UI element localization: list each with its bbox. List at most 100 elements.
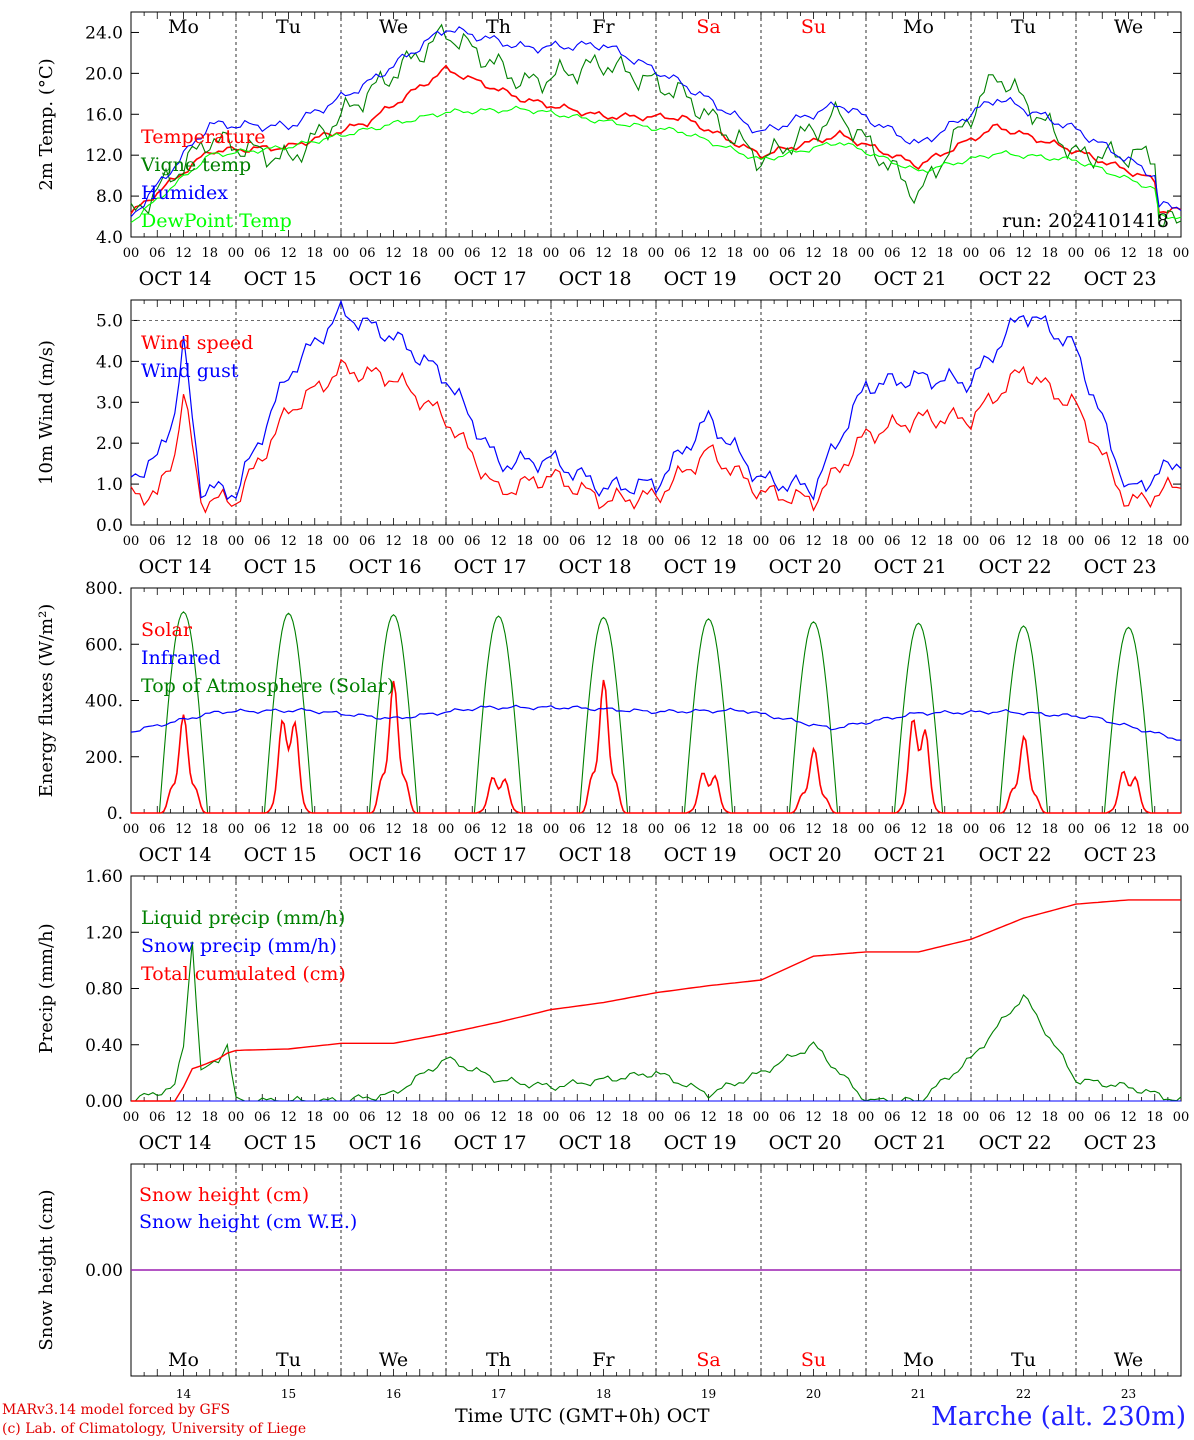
x-date-label: OCT 22 (979, 1132, 1052, 1154)
x-hour-tick-label: 00 (1173, 822, 1190, 837)
x-date-label: OCT 23 (1084, 268, 1157, 290)
x-hour-tick-label: 00 (963, 822, 980, 837)
legend-dewpoint-temp: DewPoint Temp (141, 210, 292, 232)
y-tick-label: 0.00 (85, 1261, 123, 1281)
x-hour-tick-label: 00 (123, 822, 140, 837)
x-hour-tick-label: 12 (280, 534, 297, 549)
y-axis-label: 2m Temp. (°C) (36, 58, 57, 190)
x-hour-tick-label: 18 (1146, 822, 1163, 837)
x-hour-tick-label: 06 (569, 822, 586, 837)
x-hour-tick-label: 18 (1146, 534, 1163, 549)
x-hour-tick-label: 12 (910, 822, 927, 837)
weekday-label: Tu (1011, 1349, 1036, 1371)
x-hour-tick-label: 06 (254, 246, 271, 261)
x-hour-tick-label: 06 (884, 246, 901, 261)
x-hour-tick-label: 12 (910, 246, 927, 261)
x-hour-tick-label: 06 (779, 246, 796, 261)
x-hour-tick-label: 00 (438, 1110, 455, 1125)
x-date-label: OCT 20 (769, 556, 842, 578)
weekday-label: Sa (696, 1349, 720, 1371)
x-hour-tick-label: 00 (333, 1110, 350, 1125)
x-hour-tick-label: 06 (149, 534, 166, 549)
x-hour-tick-label: 18 (936, 1110, 953, 1125)
x-hour-tick-label: 06 (149, 822, 166, 837)
x-hour-tick-label: 06 (149, 246, 166, 261)
lab-credit: (c) Lab. of Climatology, University of L… (2, 1421, 307, 1437)
x-hour-tick-label: 18 (726, 246, 743, 261)
x-hour-tick-label: 12 (1015, 1110, 1032, 1125)
weekday-label: We (1114, 16, 1143, 38)
x-hour-tick-label: 18 (306, 1110, 323, 1125)
x-date-label: OCT 19 (664, 556, 737, 578)
weekday-label: Fr (592, 1349, 615, 1371)
y-axis-label: Snow height (cm) (36, 1189, 57, 1350)
x-hour-tick-label: 18 (516, 246, 533, 261)
legend-wind-gust: Wind gust (141, 360, 239, 382)
x-hour-tick-label: 12 (700, 534, 717, 549)
series-line-wind-speed (130, 358, 1182, 514)
y-tick-label: 5.0 (96, 311, 123, 331)
x-hour-tick-label: 12 (385, 1110, 402, 1125)
x-hour-tick-label: 12 (175, 534, 192, 549)
x-hour-tick-label: 18 (831, 534, 848, 549)
x-hour-tick-label: 18 (516, 1110, 533, 1125)
y-tick-label: 4.0 (96, 228, 123, 248)
x-hour-tick-label: 06 (1094, 822, 1111, 837)
x-hour-tick-label: 18 (516, 534, 533, 549)
x-date-label: OCT 18 (559, 268, 632, 290)
x-hour-tick-label: 00 (648, 246, 665, 261)
x-hour-tick-label: 06 (569, 1110, 586, 1125)
series-line-vigne-temp (130, 23, 1182, 228)
legend-humidex: Humidex (141, 182, 228, 204)
x-hour-tick-label: 18 (1146, 1110, 1163, 1125)
x-hour-tick-label: 06 (464, 246, 481, 261)
x-hour-tick-label: 00 (438, 246, 455, 261)
x-hour-tick-label: 06 (674, 534, 691, 549)
x-hour-tick-label: 12 (490, 534, 507, 549)
x-hour-tick-label: 18 (831, 246, 848, 261)
x-hour-tick-label: 12 (910, 1110, 927, 1125)
x-date-label: OCT 18 (559, 1132, 632, 1154)
x-hour-tick-label: 18 (726, 1110, 743, 1125)
x-hour-tick-label: 18 (621, 1110, 638, 1125)
y-tick-label: 1.0 (96, 475, 123, 495)
x-hour-tick-label: 18 (831, 1110, 848, 1125)
x-date-label: OCT 21 (874, 556, 947, 578)
day-number-label: 23 (1121, 1387, 1136, 1401)
x-hour-tick-label: 00 (753, 246, 770, 261)
day-number-label: 22 (1016, 1387, 1031, 1401)
series-line-total-cumulated-cm- (131, 899, 1181, 1102)
x-date-label: OCT 15 (244, 556, 317, 578)
panel-frame (130, 587, 1182, 814)
station-name: Marche (alt. 230m) (931, 1402, 1186, 1432)
x-hour-tick-label: 00 (333, 534, 350, 549)
weekday-label: Th (486, 1349, 511, 1371)
x-hour-tick-label: 06 (464, 822, 481, 837)
weekday-label: We (1114, 1349, 1143, 1371)
legend-vigne-temp: Vigne temp (140, 154, 251, 176)
x-hour-tick-label: 00 (228, 822, 245, 837)
x-hour-tick-label: 12 (805, 246, 822, 261)
y-tick-label: 0. (107, 804, 123, 824)
x-hour-tick-label: 12 (490, 246, 507, 261)
x-hour-tick-label: 18 (201, 534, 218, 549)
x-date-label: OCT 16 (349, 268, 422, 290)
legend-snow-height-cm-w-e-: Snow height (cm W.E.) (139, 1211, 357, 1233)
x-hour-tick-label: 18 (936, 822, 953, 837)
x-hour-tick-label: 00 (1068, 822, 1085, 837)
x-hour-tick-label: 06 (254, 1110, 271, 1125)
x-hour-tick-label: 12 (805, 1110, 822, 1125)
x-hour-tick-label: 18 (306, 534, 323, 549)
x-hour-tick-label: 00 (333, 822, 350, 837)
weekday-label: Mo (168, 1349, 199, 1371)
x-date-label: OCT 14 (139, 1132, 212, 1154)
y-tick-label: 20.0 (85, 64, 123, 84)
x-date-label: OCT 17 (454, 1132, 527, 1154)
day-number-label: 16 (386, 1387, 401, 1401)
x-date-label: OCT 22 (979, 844, 1052, 866)
x-hour-tick-label: 18 (831, 822, 848, 837)
x-hour-tick-label: 12 (805, 534, 822, 549)
x-date-label: OCT 19 (664, 844, 737, 866)
y-tick-label: 800. (85, 579, 123, 599)
x-hour-tick-label: 00 (543, 1110, 560, 1125)
